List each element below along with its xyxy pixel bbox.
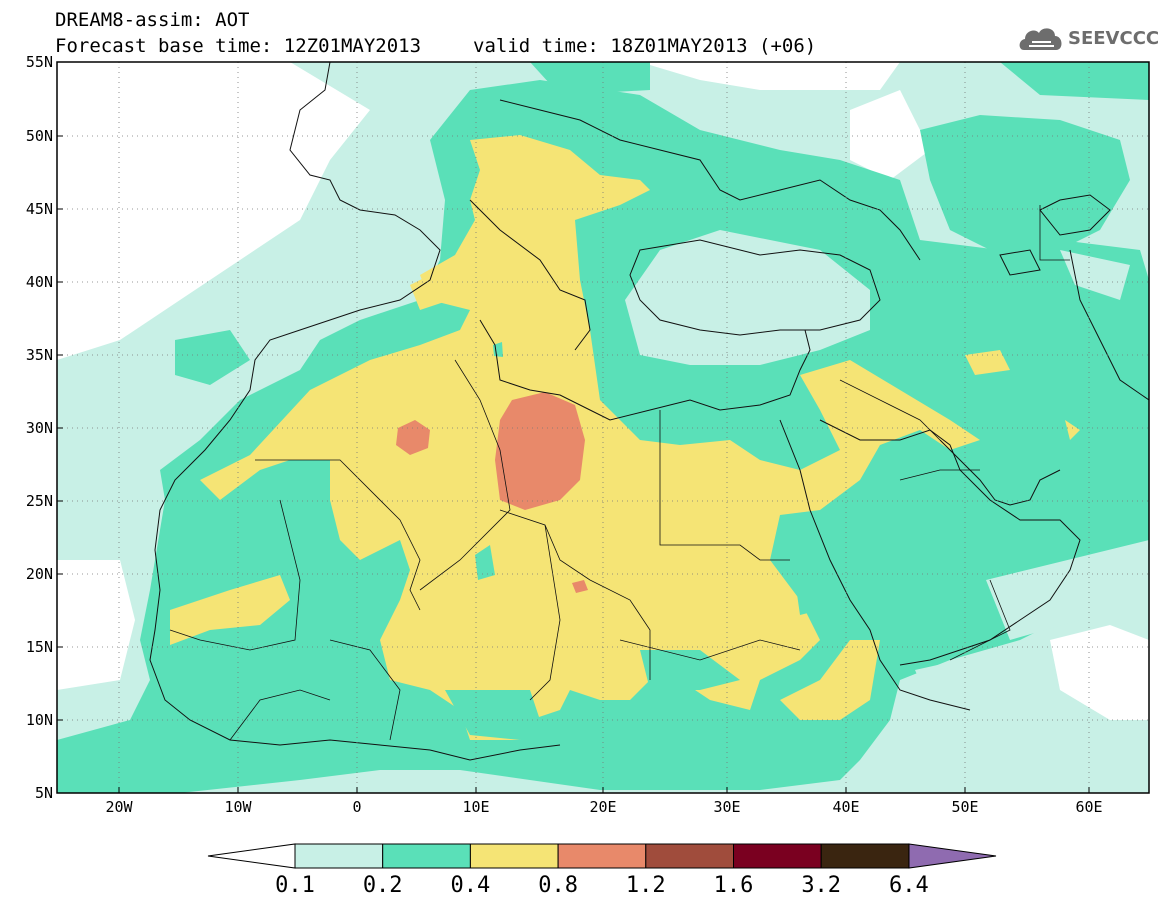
axis-ticks bbox=[57, 61, 1090, 794]
lat-label: 10N bbox=[26, 711, 53, 729]
lat-label: 45N bbox=[26, 200, 53, 218]
lon-label: 20W bbox=[105, 798, 133, 816]
colorbar-box bbox=[645, 843, 734, 869]
country-borders bbox=[169, 205, 1070, 741]
lat-label: 25N bbox=[26, 492, 53, 510]
colorbar-label: 0.1 bbox=[275, 873, 315, 898]
colorbar-box bbox=[733, 843, 822, 869]
lon-label: 30E bbox=[713, 798, 740, 816]
colorbar-box bbox=[469, 843, 559, 869]
colorbar-high-arrow bbox=[908, 843, 997, 869]
colorbar-label: 6.4 bbox=[889, 873, 929, 898]
lon-label: 60E bbox=[1075, 798, 1102, 816]
longitude-labels: 20W 10W 0 10E 20E 30E 40E 50E 60E bbox=[105, 798, 1102, 816]
lat-label: 20N bbox=[26, 565, 53, 583]
map-grid bbox=[57, 62, 1149, 793]
lat-label: 5N bbox=[35, 784, 53, 802]
aot-green-holes bbox=[445, 342, 820, 740]
latitude-labels: 55N 50N 45N 40N 35N 30N 25N 20N 15N 10N … bbox=[26, 53, 53, 802]
colorbar-labels: 0.1 0.2 0.4 0.8 1.2 1.6 3.2 6.4 bbox=[275, 873, 929, 898]
lat-label: 40N bbox=[26, 273, 53, 291]
lon-label: 50E bbox=[951, 798, 978, 816]
lon-label: 10E bbox=[462, 798, 489, 816]
cloud-icon bbox=[1019, 28, 1062, 50]
map-field bbox=[57, 62, 1149, 793]
lon-label: 40E bbox=[832, 798, 859, 816]
colorbar-label: 1.2 bbox=[626, 873, 666, 898]
colorbar-label: 1.6 bbox=[714, 873, 754, 898]
colorbar-label: 0.2 bbox=[363, 873, 403, 898]
lon-label: 0 bbox=[352, 798, 361, 816]
colorbar-box bbox=[557, 843, 647, 869]
colorbar-box bbox=[382, 843, 471, 869]
seevccc-logo: SEEVCCC bbox=[1018, 22, 1160, 56]
colorbar-label: 3.2 bbox=[801, 873, 841, 898]
forecast-times: Forecast base time: 12Z01MAY2013 valid ti… bbox=[55, 36, 816, 56]
lat-label: 15N bbox=[26, 638, 53, 656]
lat-label: 35N bbox=[26, 346, 53, 364]
coastlines bbox=[149, 62, 1149, 761]
colorbar-boxes bbox=[294, 843, 910, 869]
colorbar-box bbox=[820, 843, 910, 869]
logo-text: SEEVCCC bbox=[1068, 28, 1160, 49]
valid-time: valid time: 18Z01MAY2013 (+06) bbox=[473, 35, 817, 57]
aot-level-0-8 bbox=[396, 392, 588, 593]
base-time: Forecast base time: 12Z01MAY2013 bbox=[55, 35, 422, 57]
colorbar-label: 0.8 bbox=[538, 873, 578, 898]
lat-label: 50N bbox=[26, 127, 53, 145]
aot-level-0-4 bbox=[170, 135, 1080, 740]
map-title: DREAM8-assim: AOT bbox=[55, 9, 250, 31]
colorbar-label: 0.4 bbox=[451, 873, 491, 898]
lat-label: 55N bbox=[26, 53, 53, 71]
lon-label: 10W bbox=[224, 798, 252, 816]
colorbar-low-arrow bbox=[207, 843, 296, 869]
colorbar-box bbox=[294, 843, 384, 869]
lon-label: 20E bbox=[589, 798, 616, 816]
lat-label: 30N bbox=[26, 419, 53, 437]
colorbar: 0.1 0.2 0.4 0.8 1.2 1.6 3.2 6.4 bbox=[207, 843, 997, 898]
